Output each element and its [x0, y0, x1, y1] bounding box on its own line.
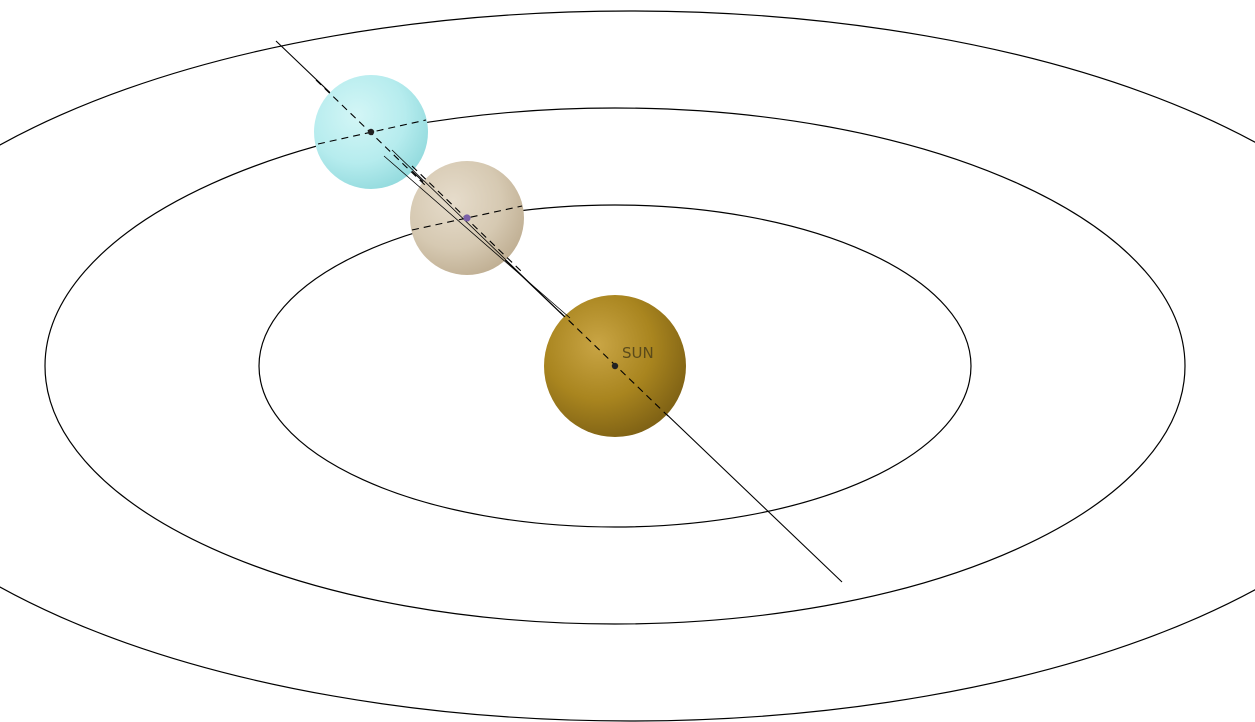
orbit-inner	[258, 204, 972, 528]
orbit-outer	[0, 10, 1255, 722]
dashed-plane-outer	[317, 119, 427, 145]
sun-label: SUN	[622, 344, 654, 362]
center-point-sun	[611, 362, 619, 370]
orbit-middle	[44, 107, 1186, 625]
tangent-line-lower	[383, 155, 571, 319]
dashed-plane-middle	[411, 205, 523, 231]
center-point-middle	[463, 214, 471, 222]
center-point-outer	[367, 128, 375, 136]
